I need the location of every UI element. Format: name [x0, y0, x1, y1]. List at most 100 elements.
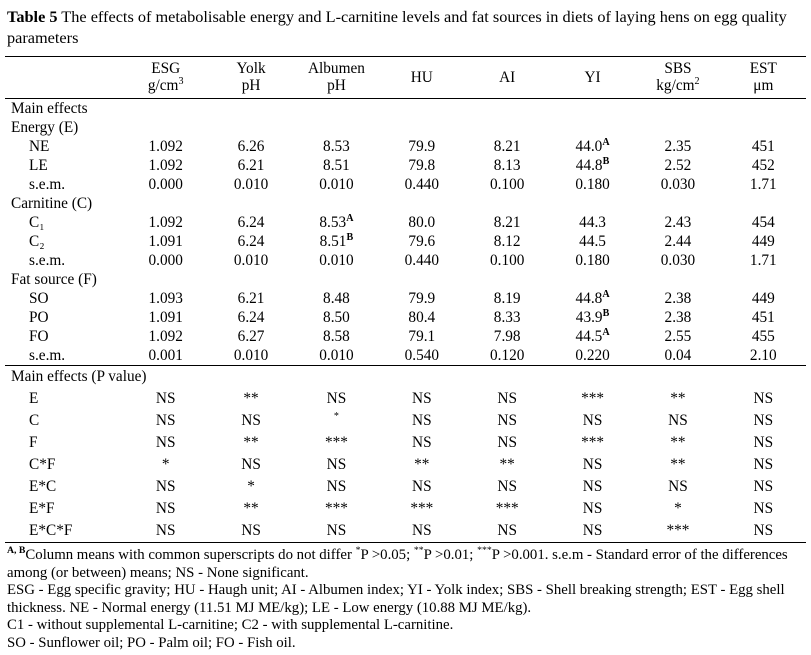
table-cell: 8.21: [493, 213, 521, 231]
table-cell: ***: [581, 390, 605, 407]
table-cell: NS: [582, 456, 603, 473]
row-label: C: [29, 412, 40, 429]
table-cell: 2.44: [664, 232, 692, 250]
column-header-line2: g/cm3: [147, 75, 184, 94]
column-header-line1: ESG: [151, 60, 181, 77]
superscript: A: [602, 288, 610, 300]
table-cell: 2.43: [664, 213, 692, 231]
superscript: B: [602, 155, 610, 167]
table-cell: NS: [155, 522, 176, 539]
table-cell: NS: [412, 390, 432, 407]
table-cell: *: [294, 410, 379, 432]
table-cell: NS: [155, 412, 176, 429]
table-cell: 44.8B: [575, 155, 610, 174]
column-header-line1: Albumen: [307, 60, 365, 77]
main-effects-group: Main effects Energy (E) NE 1.092 6.26 8.53 79.…: [5, 99, 806, 366]
table-cell: NS: [326, 522, 347, 539]
superscript: ***: [477, 545, 492, 557]
table-cell: NS: [497, 522, 517, 539]
table-cell: NS: [155, 478, 176, 495]
footnote: C1 - without supplemental L-carnitine; C…: [7, 617, 454, 633]
superscript: *: [355, 545, 361, 557]
table-cell: NS: [155, 434, 176, 451]
row-label: Main effects: [11, 99, 88, 117]
row-label: Energy (E): [11, 118, 79, 136]
section-row: Carnitine (C): [5, 194, 806, 213]
table-cell: NS: [326, 456, 347, 473]
table-cell: NS: [412, 478, 432, 495]
table-cell: 1.092: [148, 213, 183, 231]
superscript: A: [602, 136, 610, 148]
table-cell: 2.38: [664, 308, 692, 326]
table-cell: 8.53A: [319, 212, 354, 231]
table-cell: *: [161, 456, 170, 473]
table-cell: 44.8A: [575, 288, 610, 307]
table-cell: NS: [241, 522, 261, 539]
table-cell: 1.091: [148, 308, 183, 326]
footnote: SO - Sunflower oil; PO - Palm oil; FO - …: [7, 634, 296, 651]
table-cell: 451: [751, 137, 775, 155]
table-cell: 0.540: [404, 346, 440, 364]
table-cell: 0.04: [664, 346, 692, 364]
table-cell: 0.120: [489, 346, 525, 364]
table-cell: ***: [410, 500, 434, 517]
table-cell: 0.030: [660, 175, 696, 193]
table-cell: 0.010: [319, 346, 354, 364]
table-cell: 8.33: [493, 308, 521, 326]
table-cell: NS: [753, 390, 774, 407]
table-cell: 455: [751, 327, 775, 345]
table-cell: NS: [668, 478, 688, 495]
column-header-line1: AI: [499, 68, 516, 86]
column-header: AI: [465, 57, 550, 99]
row-label: LE: [29, 156, 48, 174]
table-cell: 6.27: [237, 327, 265, 345]
table-cell: **: [670, 456, 686, 473]
row-label: PO: [29, 308, 49, 326]
table-cell: 1.092: [148, 327, 183, 345]
table-cell: 2.52: [664, 156, 692, 174]
footnote: ESG - Egg specific gravity; HU - Haugh u…: [7, 582, 785, 616]
superscript: A, B: [7, 545, 26, 557]
row-label: SO: [29, 289, 49, 307]
section-row: Main effects (P value): [5, 366, 806, 389]
column-header-line2: kg/cm2: [656, 75, 700, 94]
table-cell: 0.100: [489, 251, 525, 269]
table-cell: 1.092: [148, 137, 183, 155]
table-cell: NS: [241, 456, 261, 473]
table-cell: 1.092: [148, 156, 183, 174]
table-cell: 8.13: [493, 156, 521, 174]
section-row: Energy (E): [5, 118, 806, 137]
table-cell: **: [414, 456, 430, 473]
table-cell: 2.55: [664, 327, 692, 345]
table-cell: **: [499, 456, 515, 473]
column-header-line2: pH: [327, 77, 346, 94]
table-head: ESG g/cm3 Yolk pH Albumen pH HU AI YI SBS kg/cm2 ES…: [5, 57, 806, 99]
table-cell: 6.24: [237, 232, 265, 250]
footnotes: A, BColumn means with common superscript…: [7, 545, 804, 652]
table-row: E NS ** NS NS NS *** ** NS: [5, 388, 806, 410]
table-cell: 79.8: [408, 156, 436, 174]
table-cell: NS: [582, 522, 603, 539]
table-cell: 0.010: [319, 175, 354, 193]
table-cell: 0.000: [148, 251, 183, 269]
table-cell: 1.093: [148, 289, 183, 307]
table-cell: ***: [666, 522, 690, 539]
table-cell: **: [670, 434, 686, 451]
table-cell: 8.21: [493, 137, 521, 155]
column-header-line1: SBS: [664, 60, 692, 77]
table-cell: NS: [155, 390, 176, 407]
table-cell: NS: [753, 412, 774, 429]
table-cell: NS: [582, 478, 603, 495]
table-row: C₁ 1.092 6.24 8.53A 80.0 8.21 44.3 2.43 454: [5, 213, 806, 232]
table-cell: 8.48: [323, 289, 350, 307]
table-cell: 44.3: [579, 213, 606, 231]
table-cell: NS: [753, 500, 774, 517]
column-header-line1: EST: [749, 60, 777, 77]
table-cell: NS: [497, 390, 517, 407]
section-row: Fat source (F): [5, 270, 806, 289]
column-header: HU: [379, 57, 464, 99]
table-cell: 8.51: [323, 156, 350, 174]
table-cell: 80.0: [408, 213, 436, 231]
table-cell: NS: [582, 500, 603, 517]
superscript: 3: [178, 75, 184, 87]
